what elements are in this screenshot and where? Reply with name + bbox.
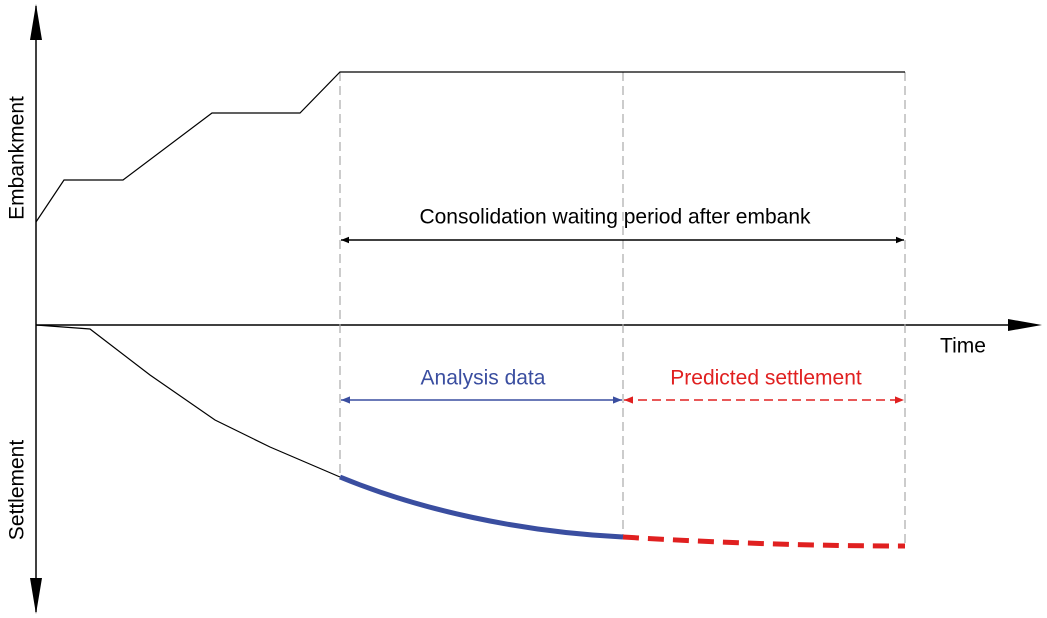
waiting-period-label: Consolidation waiting period after emban… [419, 206, 811, 229]
guide-lines [339, 72, 906, 546]
analysis-curve [339, 474, 624, 540]
predicted-curve [622, 534, 906, 549]
embankment-line [35, 71, 905, 223]
prediction-label: Predicted settlement [670, 367, 862, 390]
analysis-label: Analysis data [421, 367, 546, 390]
y-top-label: Embankment [6, 96, 29, 220]
settlement-line [35, 324, 341, 478]
axis-arrow-up [30, 4, 42, 40]
y-bottom-label: Settlement [6, 440, 29, 541]
axis-arrow-down [30, 578, 42, 614]
axis-arrow-right [1008, 319, 1042, 331]
x-axis-label: Time [940, 335, 986, 358]
